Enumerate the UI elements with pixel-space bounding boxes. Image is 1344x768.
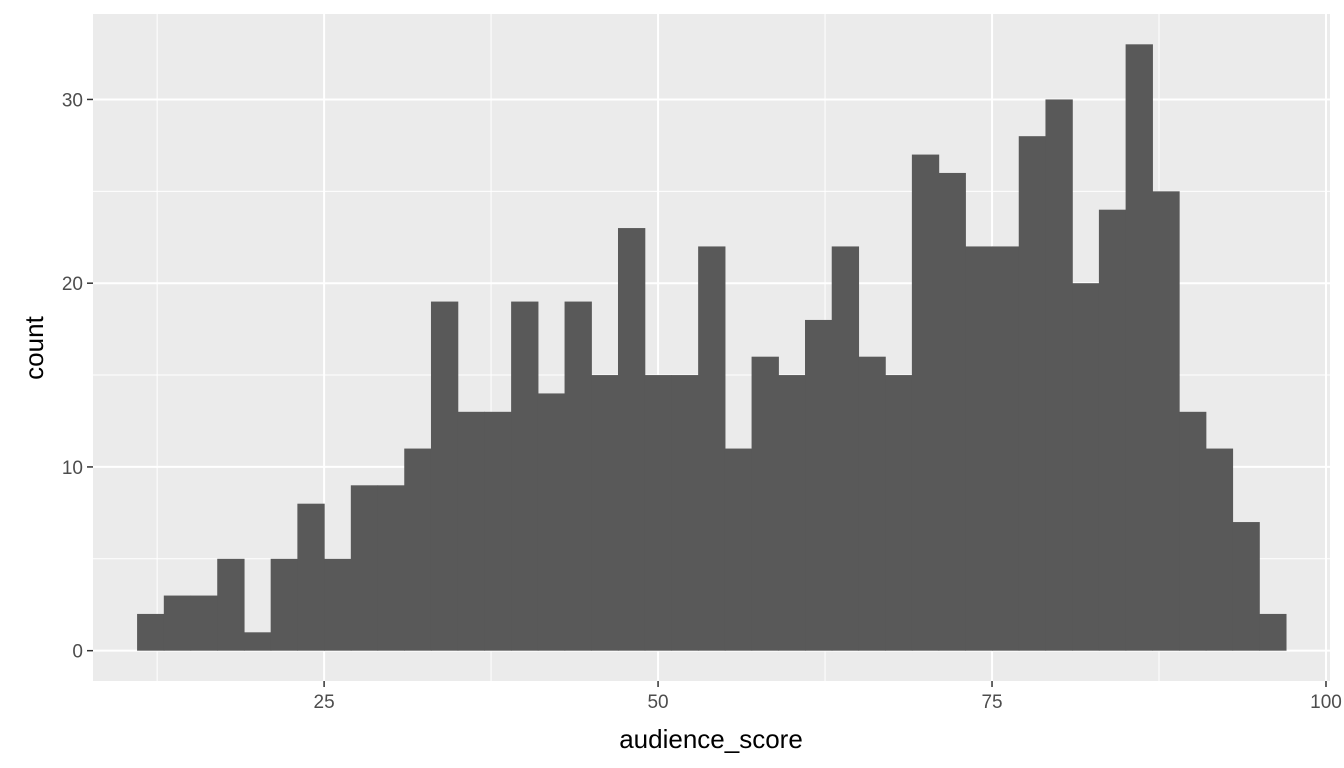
histogram-bar xyxy=(724,448,753,651)
histogram-bar xyxy=(137,613,165,651)
histogram-bar xyxy=(1232,522,1260,651)
histogram-bar xyxy=(938,172,966,651)
y-tick-label: 10 xyxy=(62,458,83,479)
histogram-bar xyxy=(1259,613,1287,651)
histogram-bar xyxy=(591,375,619,651)
histogram-bar xyxy=(805,319,833,651)
histogram-bar xyxy=(1072,283,1100,651)
y-tick-label: 30 xyxy=(62,90,83,111)
histogram-bar xyxy=(324,558,352,651)
histogram-bar xyxy=(537,393,566,651)
histogram-bar xyxy=(751,356,779,651)
histogram-bar xyxy=(831,246,860,651)
y-axis-title: count xyxy=(19,315,49,379)
histogram-bar xyxy=(617,228,646,651)
y-tick-label: 0 xyxy=(72,642,83,663)
histogram-bar xyxy=(644,375,673,651)
histogram-bar xyxy=(404,448,432,651)
histogram-bar xyxy=(270,558,298,651)
x-tick-label: 75 xyxy=(981,692,1002,713)
histogram-bar xyxy=(911,154,940,651)
x-tick-label: 25 xyxy=(314,692,335,713)
histogram-bar xyxy=(778,375,806,651)
histogram-bar xyxy=(858,356,886,651)
histogram-bar xyxy=(297,503,325,651)
histogram-bar xyxy=(1098,209,1127,651)
histogram-bar xyxy=(1205,448,1234,651)
histogram-bar xyxy=(564,301,592,651)
histogram-bar xyxy=(671,375,699,651)
histogram-bar xyxy=(430,301,459,651)
histogram-bar xyxy=(698,246,726,651)
histogram-bars xyxy=(137,44,1287,651)
histogram-bar xyxy=(1018,136,1047,651)
histogram-bar xyxy=(377,485,405,651)
histogram-bar xyxy=(1045,99,1073,651)
x-tick-label: 100 xyxy=(1310,692,1342,713)
histogram-bar xyxy=(1179,411,1207,651)
histogram-bar xyxy=(965,246,993,651)
y-tick-label: 20 xyxy=(62,274,83,295)
y-axis-ticks: 0 10 20 30 xyxy=(62,90,93,663)
histogram-bar xyxy=(1152,191,1180,651)
histogram-bar xyxy=(217,558,245,651)
histogram-bar xyxy=(885,375,913,651)
x-axis-ticks: 25 50 75 100 xyxy=(314,681,1342,713)
histogram-bar xyxy=(190,595,218,651)
histogram-bar xyxy=(350,485,379,651)
histogram-bar xyxy=(457,411,486,651)
histogram-bar xyxy=(243,632,272,651)
x-tick-label: 50 xyxy=(647,692,668,713)
x-axis-title: audience_score xyxy=(619,724,803,754)
histogram-bar xyxy=(992,246,1020,651)
histogram-bar xyxy=(511,301,539,651)
histogram-bar xyxy=(163,595,192,651)
histogram-bar xyxy=(1125,44,1153,651)
histogram-bar xyxy=(484,411,512,651)
